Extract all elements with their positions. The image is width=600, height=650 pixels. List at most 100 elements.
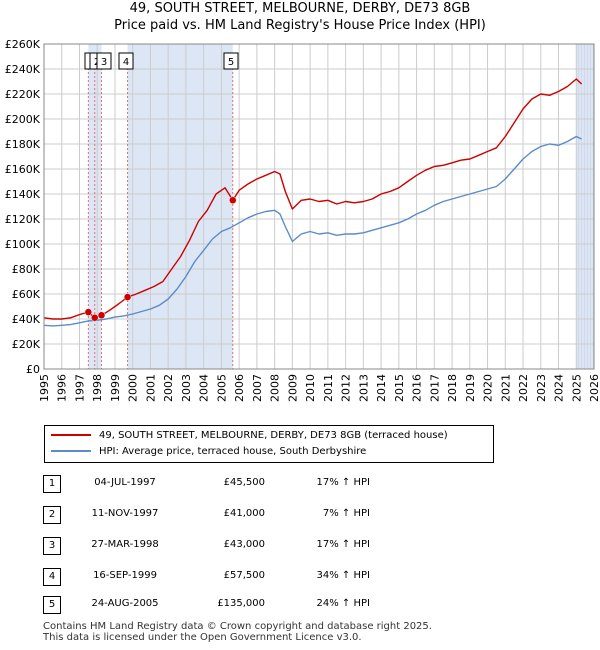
chart-title-line2: Price paid vs. HM Land Registry's House … [114, 18, 486, 33]
shaded-period [576, 44, 594, 369]
x-tick-label: 2015 [393, 374, 406, 402]
sale-point [123, 293, 132, 301]
x-tick-label: 2014 [375, 374, 388, 402]
legend-swatch-hpi [51, 450, 91, 452]
table-row: 5 24-AUG-2005 £135,000 24% ↑ HPI [0, 596, 600, 616]
x-tick-label: 2005 [215, 374, 228, 402]
x-tick-label: 2008 [269, 374, 282, 402]
sale-number-label: 5 [228, 57, 234, 68]
x-tick-label: 2017 [428, 374, 441, 402]
sale-number-badge: 4 [43, 568, 61, 586]
x-tick-label: 2003 [180, 374, 193, 402]
legend-label-property: 49, SOUTH STREET, MELBOURNE, DERBY, DE73… [99, 430, 448, 441]
x-tick-label: 2006 [233, 374, 246, 402]
y-tick-label: £160K [5, 163, 41, 176]
legend-item-property: 49, SOUTH STREET, MELBOURNE, DERBY, DE73… [51, 428, 448, 444]
shaded-period [88, 44, 102, 369]
sale-number-label: 3 [101, 57, 107, 68]
sale-hpi-diff: 7% ↑ HPI [322, 508, 370, 519]
sale-point [97, 311, 106, 319]
x-tick-label: 1996 [56, 374, 69, 402]
x-tick-label: 2019 [464, 374, 477, 402]
sale-price: £43,000 [223, 539, 265, 550]
y-tick-label: £220K [5, 88, 41, 101]
sale-price: £45,500 [223, 477, 265, 488]
x-tick-label: 2010 [304, 374, 317, 402]
sale-number-badge: 2 [43, 506, 61, 524]
legend-swatch-property [51, 434, 91, 436]
sale-number-box [223, 52, 239, 70]
chart-title-line1: 49, SOUTH STREET, MELBOURNE, DERBY, DE73… [129, 1, 471, 16]
y-tick-label: £140K [5, 188, 41, 201]
footer-licence: This data is licensed under the Open Gov… [43, 632, 362, 643]
y-tick-label: £260K [5, 38, 41, 51]
x-tick-label: 2022 [517, 374, 530, 402]
sale-point [229, 196, 237, 204]
hpi-line [43, 135, 582, 327]
y-tick-label: £100K [5, 238, 41, 251]
sale-hpi-diff: 17% ↑ HPI [316, 539, 370, 550]
sale-point [84, 308, 93, 316]
x-tick-label: 2023 [535, 374, 548, 402]
sale-date: 27-MAR-1998 [91, 539, 159, 550]
x-tick-label: 2012 [340, 374, 353, 402]
plot-frame [43, 43, 595, 370]
x-tick-label: 1995 [38, 374, 51, 402]
y-tick-label: £200K [5, 113, 41, 126]
sale-number-badge: 5 [43, 596, 61, 614]
table-row: 2 11-NOV-1997 £41,000 7% ↑ HPI [0, 506, 600, 526]
x-tick-label: 2001 [144, 374, 157, 402]
legend-label-hpi: HPI: Average price, terraced house, Sout… [99, 446, 367, 457]
y-tick-label: £20K [12, 338, 41, 351]
x-tick-label: 2004 [198, 374, 211, 402]
y-tick-label: £0 [26, 363, 40, 376]
x-tick-label: 2007 [251, 374, 264, 402]
plot-background [44, 44, 594, 369]
x-tick-label: 2026 [588, 374, 600, 402]
table-row: 4 16-SEP-1999 £57,500 34% ↑ HPI [0, 568, 600, 588]
sale-price: £41,000 [223, 508, 265, 519]
sale-hpi-diff: 34% ↑ HPI [316, 570, 370, 581]
sale-number-badge: 1 [43, 475, 61, 493]
x-tick-label: 1999 [109, 374, 122, 402]
x-tick-label: 2021 [499, 374, 512, 402]
sale-date: 24-AUG-2005 [91, 598, 159, 609]
property-price-line [43, 78, 583, 320]
x-tick-label: 2000 [127, 374, 140, 402]
x-tick-label: 2020 [482, 374, 495, 402]
y-tick-label: £40K [12, 313, 41, 326]
x-tick-label: 1997 [73, 374, 86, 402]
sale-price: £57,500 [223, 570, 265, 581]
sale-hpi-diff: 24% ↑ HPI [316, 598, 370, 609]
x-tick-label: 2002 [162, 374, 175, 402]
table-row: 3 27-MAR-1998 £43,000 17% ↑ HPI [0, 537, 600, 557]
sale-number-label: 4 [123, 57, 129, 68]
sale-date: 16-SEP-1999 [93, 570, 157, 581]
x-tick-label: 2024 [553, 374, 566, 402]
sale-hpi-diff: 17% ↑ HPI [316, 477, 370, 488]
sale-number-box [118, 52, 134, 70]
legend-item-hpi: HPI: Average price, terraced house, Sout… [51, 444, 366, 460]
sale-number-badge: 3 [43, 537, 61, 555]
y-tick-label: £240K [5, 63, 41, 76]
x-tick-label: 2016 [411, 374, 424, 402]
y-tick-label: £120K [5, 213, 41, 226]
sale-point [90, 314, 99, 322]
footer-copyright: Contains HM Land Registry data © Crown c… [43, 621, 432, 632]
sale-number-box [96, 52, 112, 70]
x-tick-label: 2025 [570, 374, 583, 402]
legend: 49, SOUTH STREET, MELBOURNE, DERBY, DE73… [44, 425, 494, 463]
x-tick-label: 2013 [357, 374, 370, 402]
shaded-period [127, 44, 233, 369]
y-tick-label: £180K [5, 138, 41, 151]
x-tick-label: 2018 [446, 374, 459, 402]
x-tick-label: 2011 [322, 374, 335, 402]
sale-date: 11-NOV-1997 [91, 508, 159, 519]
sale-price: £135,000 [217, 598, 265, 609]
table-row: 1 04-JUL-1997 £45,500 17% ↑ HPI [0, 475, 600, 495]
x-tick-label: 2009 [286, 374, 299, 402]
y-tick-label: £60K [12, 288, 41, 301]
price-chart: £0 £20K £40K £60K £80K £100K £120K £140K £160K £1… [5, 38, 600, 402]
sale-date: 04-JUL-1997 [94, 477, 156, 488]
y-tick-label: £80K [12, 263, 41, 276]
